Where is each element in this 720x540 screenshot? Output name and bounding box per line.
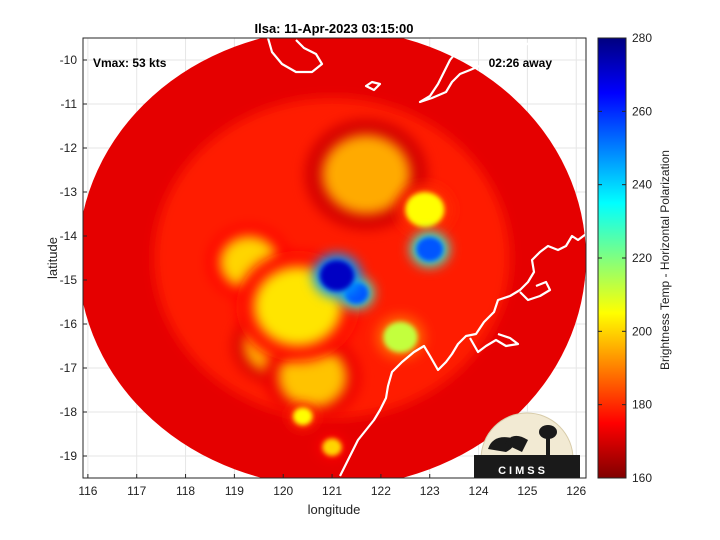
colorbar-tick-label: 220 (632, 251, 652, 265)
y-tick-label: -13 (60, 185, 78, 199)
coastline-east (339, 233, 586, 477)
y-tick-label: -15 (60, 273, 78, 287)
plot-area: 116 117 118 119 120 121 122 123 124 125 126 -10 -11… (45, 37, 587, 517)
x-tick-label: 119 (225, 484, 244, 498)
logo-radar-dish-2 (505, 435, 528, 452)
feature-core (405, 192, 445, 228)
y-tick-label: -17 (60, 361, 78, 375)
x-tick-label: 124 (469, 484, 489, 498)
y-axis-ticks: -10 -11 -12 -13 -14 -15 -16 -17 -18 -19 (60, 53, 87, 463)
microwave-swath (83, 38, 586, 478)
x-tick-label: 121 (322, 484, 342, 498)
x-tick-label: 118 (176, 484, 195, 498)
feature-core (322, 134, 411, 214)
colorbar-tick-label: 180 (632, 398, 652, 412)
x-tick-label: 120 (273, 484, 293, 498)
chart-title: Ilsa: 11-Apr-2023 03:15:00 (255, 21, 414, 36)
cimss-logo: CIMSS (474, 412, 580, 478)
logo-ground (474, 455, 580, 478)
coastline-northeast (418, 38, 541, 104)
feature-core (383, 321, 418, 353)
x-tick-label: 122 (371, 484, 391, 498)
y-tick-label: -19 (60, 449, 78, 463)
y-tick-label: -11 (61, 97, 78, 111)
colorbar-ticks: 160 180 200 220 240 260 280 (598, 31, 652, 485)
x-tick-label: 116 (78, 484, 97, 498)
colorbar-tick-label: 260 (632, 104, 652, 118)
feature-core (292, 407, 313, 426)
coastline-gulf (469, 332, 520, 354)
feature-core (319, 260, 355, 291)
coastline-north (266, 38, 324, 74)
coastline (266, 38, 586, 477)
colorbar-tick-label: 240 (632, 178, 652, 192)
x-tick-label: 126 (566, 484, 586, 498)
coastline-island (364, 80, 382, 92)
colorbar-label: Brightness Temp - Horizontal Polarizatio… (658, 150, 672, 370)
y-tick-label: -18 (60, 405, 78, 419)
x-tick-label: 125 (517, 484, 537, 498)
feature-core (322, 438, 342, 457)
colorbar-gradient (597, 37, 627, 479)
time-away-annotation: 02:26 away (489, 56, 553, 70)
y-tick-label: -12 (60, 141, 78, 155)
x-tick-label: 117 (127, 484, 146, 498)
y-tick-label: -14 (60, 229, 78, 243)
y-tick-label: -10 (60, 53, 78, 67)
y-tick-label: -16 (60, 317, 78, 331)
x-tick-label: 123 (420, 484, 440, 498)
colorbar-tick-label: 160 (632, 471, 652, 485)
coastline-east-inner (519, 280, 552, 302)
logo-water-tower-tank (539, 425, 557, 439)
y-axis-label: latitude (45, 237, 60, 279)
colorbar-tick-label: 280 (632, 31, 652, 45)
vmax-annotation: Vmax: 53 kts (93, 56, 167, 70)
x-axis-ticks: 116 117 118 119 120 121 122 123 124 125 126 (78, 474, 587, 498)
plot-frame (82, 37, 587, 479)
colorbar: 160 180 200 220 240 260 280 Brightness Temp - … (597, 31, 672, 485)
x-axis-label: longitude (308, 502, 361, 517)
colorbar-tick-label: 200 (632, 324, 652, 338)
logo-water-tower-leg (546, 438, 550, 458)
logo-text: CIMSS (498, 465, 548, 477)
feature-core (416, 236, 444, 262)
